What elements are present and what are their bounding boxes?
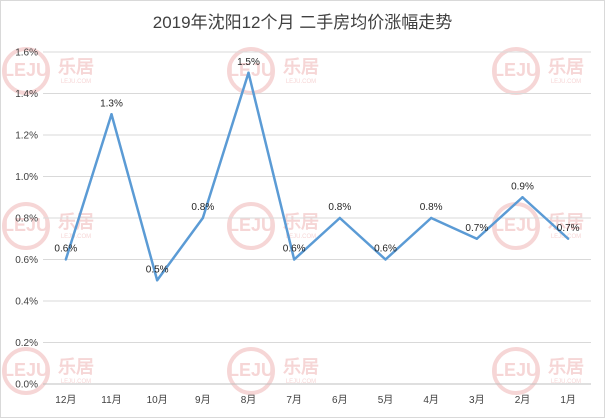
watermark-brand-text: 乐居 [58,57,94,77]
watermark-brand-text: 乐居 [548,57,584,77]
watermark-logo-text: LEJU [3,60,49,80]
watermark-ring [227,347,275,395]
watermark-brand-text: 乐居 [283,357,319,377]
watermark-ring [492,347,540,395]
watermark-ring [2,47,50,95]
data-point [110,113,113,116]
watermark-site-text: LEJU.COM [551,379,581,385]
data-point [521,196,524,199]
data-point [201,216,205,220]
watermark-logo-text: LEJU [493,360,539,380]
watermark-brand-text: 乐居 [283,57,319,77]
data-label: 0.5% [146,264,169,275]
watermark-logo-text: LEJU [3,215,49,235]
y-tick-label: 0.0% [15,380,38,391]
series-line [64,71,570,282]
watermark-brand-text: 乐居 [548,357,584,377]
y-tick-label: 0.4% [15,297,38,308]
watermark-site-text: LEJU.COM [61,234,91,240]
watermark-site-text: LEJU.COM [286,79,316,85]
x-tick-label: 10月 [147,394,168,406]
x-tick-label: 1月 [560,394,576,406]
watermark-ring [2,202,50,250]
y-tick-label: 0.8% [15,214,38,225]
data-point [475,237,479,240]
leju-watermark: LEJU 乐居 LEJU.COM [227,47,319,95]
watermark-logo-text: LEJU [3,360,49,380]
x-tick-label: 6月 [332,394,348,406]
data-label: 0.6% [374,244,397,255]
data-point [429,216,433,220]
x-tick-label: 2月 [515,394,531,406]
data-point [247,71,250,74]
data-point [64,258,68,261]
x-tick-label: 11月 [101,394,121,406]
watermark-ring [2,347,50,395]
leju-watermark: LEJU 乐居 LEJU.COM [227,202,319,250]
watermark-logo-text: LEJU [228,360,274,380]
x-tick-label: 8月 [241,394,257,406]
leju-watermark: LEJU 乐居 LEJU.COM [2,347,94,395]
leju-watermark: LEJU 乐居 LEJU.COM [2,202,94,250]
watermark-logo-text: LEJU [493,215,539,235]
x-tick-label: 9月 [195,394,211,406]
leju-watermark: LEJU 乐居 LEJU.COM [492,347,584,395]
y-tick-label: 1.0% [15,172,38,183]
watermark-site-text: LEJU.COM [61,379,91,385]
data-label: 0.6% [283,244,306,255]
x-tick-label: 4月 [423,394,439,406]
leju-watermark: LEJU 乐居 LEJU.COM [2,47,94,95]
y-tick-label: 0.2% [15,338,38,349]
data-label: 0.6% [54,244,77,255]
x-tick-label: 12月 [55,394,76,406]
watermark-site-text: LEJU.COM [61,79,91,85]
data-point [338,216,342,220]
watermark-logo-text: LEJU [228,60,274,80]
data-label: 0.8% [328,202,351,213]
watermark-ring [227,202,275,250]
data-label: 0.7% [465,223,488,234]
watermark-logo-text: LEJU [228,215,274,235]
data-point [384,258,387,261]
data-label: 0.8% [191,202,214,213]
data-label: 1.3% [100,98,123,109]
data-label: 0.9% [511,181,534,192]
x-tick-label: 5月 [378,394,394,406]
watermark-brand-text: 乐居 [283,212,319,232]
y-tick-label: 0.6% [15,255,38,266]
watermark-site-text: LEJU.COM [286,234,316,240]
leju-watermark: LEJU 乐居 LEJU.COM [227,347,319,395]
leju-watermark: LEJU 乐居 LEJU.COM [492,47,584,95]
data-label: 0.7% [557,223,580,234]
x-tick-label: 3月 [469,394,485,406]
data-point [155,279,159,282]
watermark-site-text: LEJU.COM [551,79,581,85]
chart-title: 2019年沈阳12个月 二手房均价涨幅走势 [152,13,453,32]
watermark-site-text: LEJU.COM [286,379,316,385]
watermark-brand-text: 乐居 [58,212,94,232]
watermark-logo-text: LEJU [493,60,539,80]
data-point [292,258,296,261]
watermark-brand-text: 乐居 [58,357,94,377]
y-tick-label: 1.6% [15,48,38,59]
data-point [566,237,570,240]
data-label: 1.5% [237,57,260,68]
data-label: 0.8% [420,202,443,213]
x-tick-label: 7月 [286,394,302,406]
y-tick-label: 1.2% [15,131,38,142]
y-tick-label: 1.4% [15,89,38,100]
